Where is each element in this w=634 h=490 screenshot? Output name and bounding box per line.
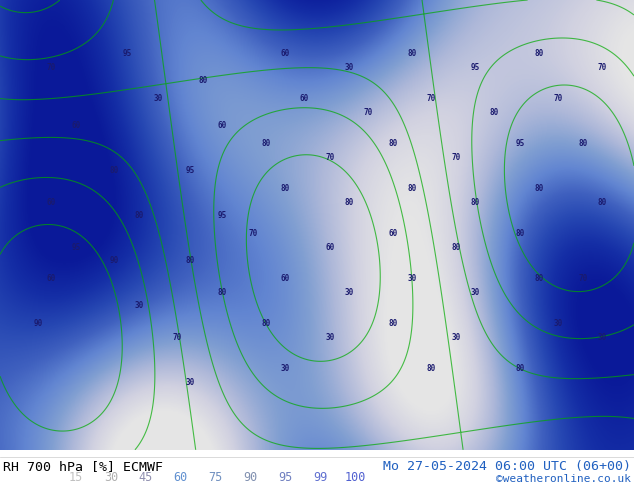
Text: 80: 80: [471, 198, 480, 207]
Text: 30: 30: [344, 288, 353, 297]
Text: 60: 60: [46, 198, 55, 207]
Text: 95: 95: [515, 140, 524, 148]
Text: 70: 70: [173, 333, 182, 342]
Text: 90: 90: [34, 319, 42, 328]
Text: 80: 80: [262, 140, 271, 148]
Text: 30: 30: [281, 365, 290, 373]
Text: 60: 60: [46, 274, 55, 283]
Text: 80: 80: [389, 319, 398, 328]
Text: 80: 80: [534, 274, 543, 283]
Text: 70: 70: [452, 153, 461, 162]
Text: 60: 60: [281, 274, 290, 283]
Text: 30: 30: [135, 301, 144, 310]
Text: 30: 30: [408, 274, 417, 283]
Text: 15: 15: [69, 471, 83, 484]
Text: 30: 30: [598, 333, 607, 342]
Text: 80: 80: [110, 167, 119, 175]
Text: 80: 80: [452, 243, 461, 252]
Text: 80: 80: [344, 198, 353, 207]
Text: 75: 75: [209, 471, 223, 484]
Text: 80: 80: [186, 256, 195, 266]
Text: 95: 95: [122, 49, 131, 58]
Text: 30: 30: [186, 378, 195, 387]
Text: 80: 80: [217, 288, 226, 297]
Text: 60: 60: [72, 122, 81, 130]
Text: 60: 60: [389, 229, 398, 239]
Text: 30: 30: [553, 319, 562, 328]
Text: 80: 80: [534, 184, 543, 194]
Text: 30: 30: [325, 333, 334, 342]
Text: 60: 60: [174, 471, 188, 484]
Text: 60: 60: [300, 95, 309, 103]
Text: 80: 80: [389, 140, 398, 148]
Text: 80: 80: [515, 365, 524, 373]
Text: 70: 70: [579, 274, 588, 283]
Text: Mo 27-05-2024 06:00 UTC (06+00): Mo 27-05-2024 06:00 UTC (06+00): [383, 460, 631, 473]
Text: 95: 95: [278, 471, 292, 484]
Text: 80: 80: [408, 184, 417, 194]
Text: 95: 95: [186, 167, 195, 175]
Text: 70: 70: [427, 95, 436, 103]
Text: 70: 70: [46, 63, 55, 72]
Text: 80: 80: [427, 365, 436, 373]
Text: 30: 30: [104, 471, 118, 484]
Text: 60: 60: [217, 122, 226, 130]
Text: 80: 80: [490, 108, 499, 117]
Text: 70: 70: [249, 229, 258, 239]
Text: 80: 80: [534, 49, 543, 58]
Text: 80: 80: [598, 198, 607, 207]
Text: 95: 95: [217, 211, 226, 220]
Text: 80: 80: [408, 49, 417, 58]
Text: 80: 80: [281, 184, 290, 194]
Text: 30: 30: [471, 288, 480, 297]
Text: 80: 80: [262, 319, 271, 328]
Text: 70: 70: [553, 95, 562, 103]
Text: 80: 80: [515, 229, 524, 239]
Text: 45: 45: [139, 471, 153, 484]
Text: 90: 90: [110, 256, 119, 266]
Text: 70: 70: [363, 108, 372, 117]
Text: 95: 95: [471, 63, 480, 72]
Text: 95: 95: [72, 243, 81, 252]
Text: 30: 30: [154, 95, 163, 103]
Text: 80: 80: [579, 140, 588, 148]
Text: ©weatheronline.co.uk: ©weatheronline.co.uk: [496, 474, 631, 484]
Text: 99: 99: [313, 471, 327, 484]
Text: 30: 30: [344, 63, 353, 72]
Text: 90: 90: [243, 471, 257, 484]
Text: 60: 60: [325, 243, 334, 252]
Text: 70: 70: [325, 153, 334, 162]
Text: RH 700 hPa [%] ECMWF: RH 700 hPa [%] ECMWF: [3, 460, 163, 473]
Text: 70: 70: [598, 63, 607, 72]
Text: 30: 30: [452, 333, 461, 342]
Text: 80: 80: [135, 211, 144, 220]
Text: 60: 60: [281, 49, 290, 58]
Text: 80: 80: [198, 76, 207, 85]
Text: 100: 100: [344, 471, 366, 484]
